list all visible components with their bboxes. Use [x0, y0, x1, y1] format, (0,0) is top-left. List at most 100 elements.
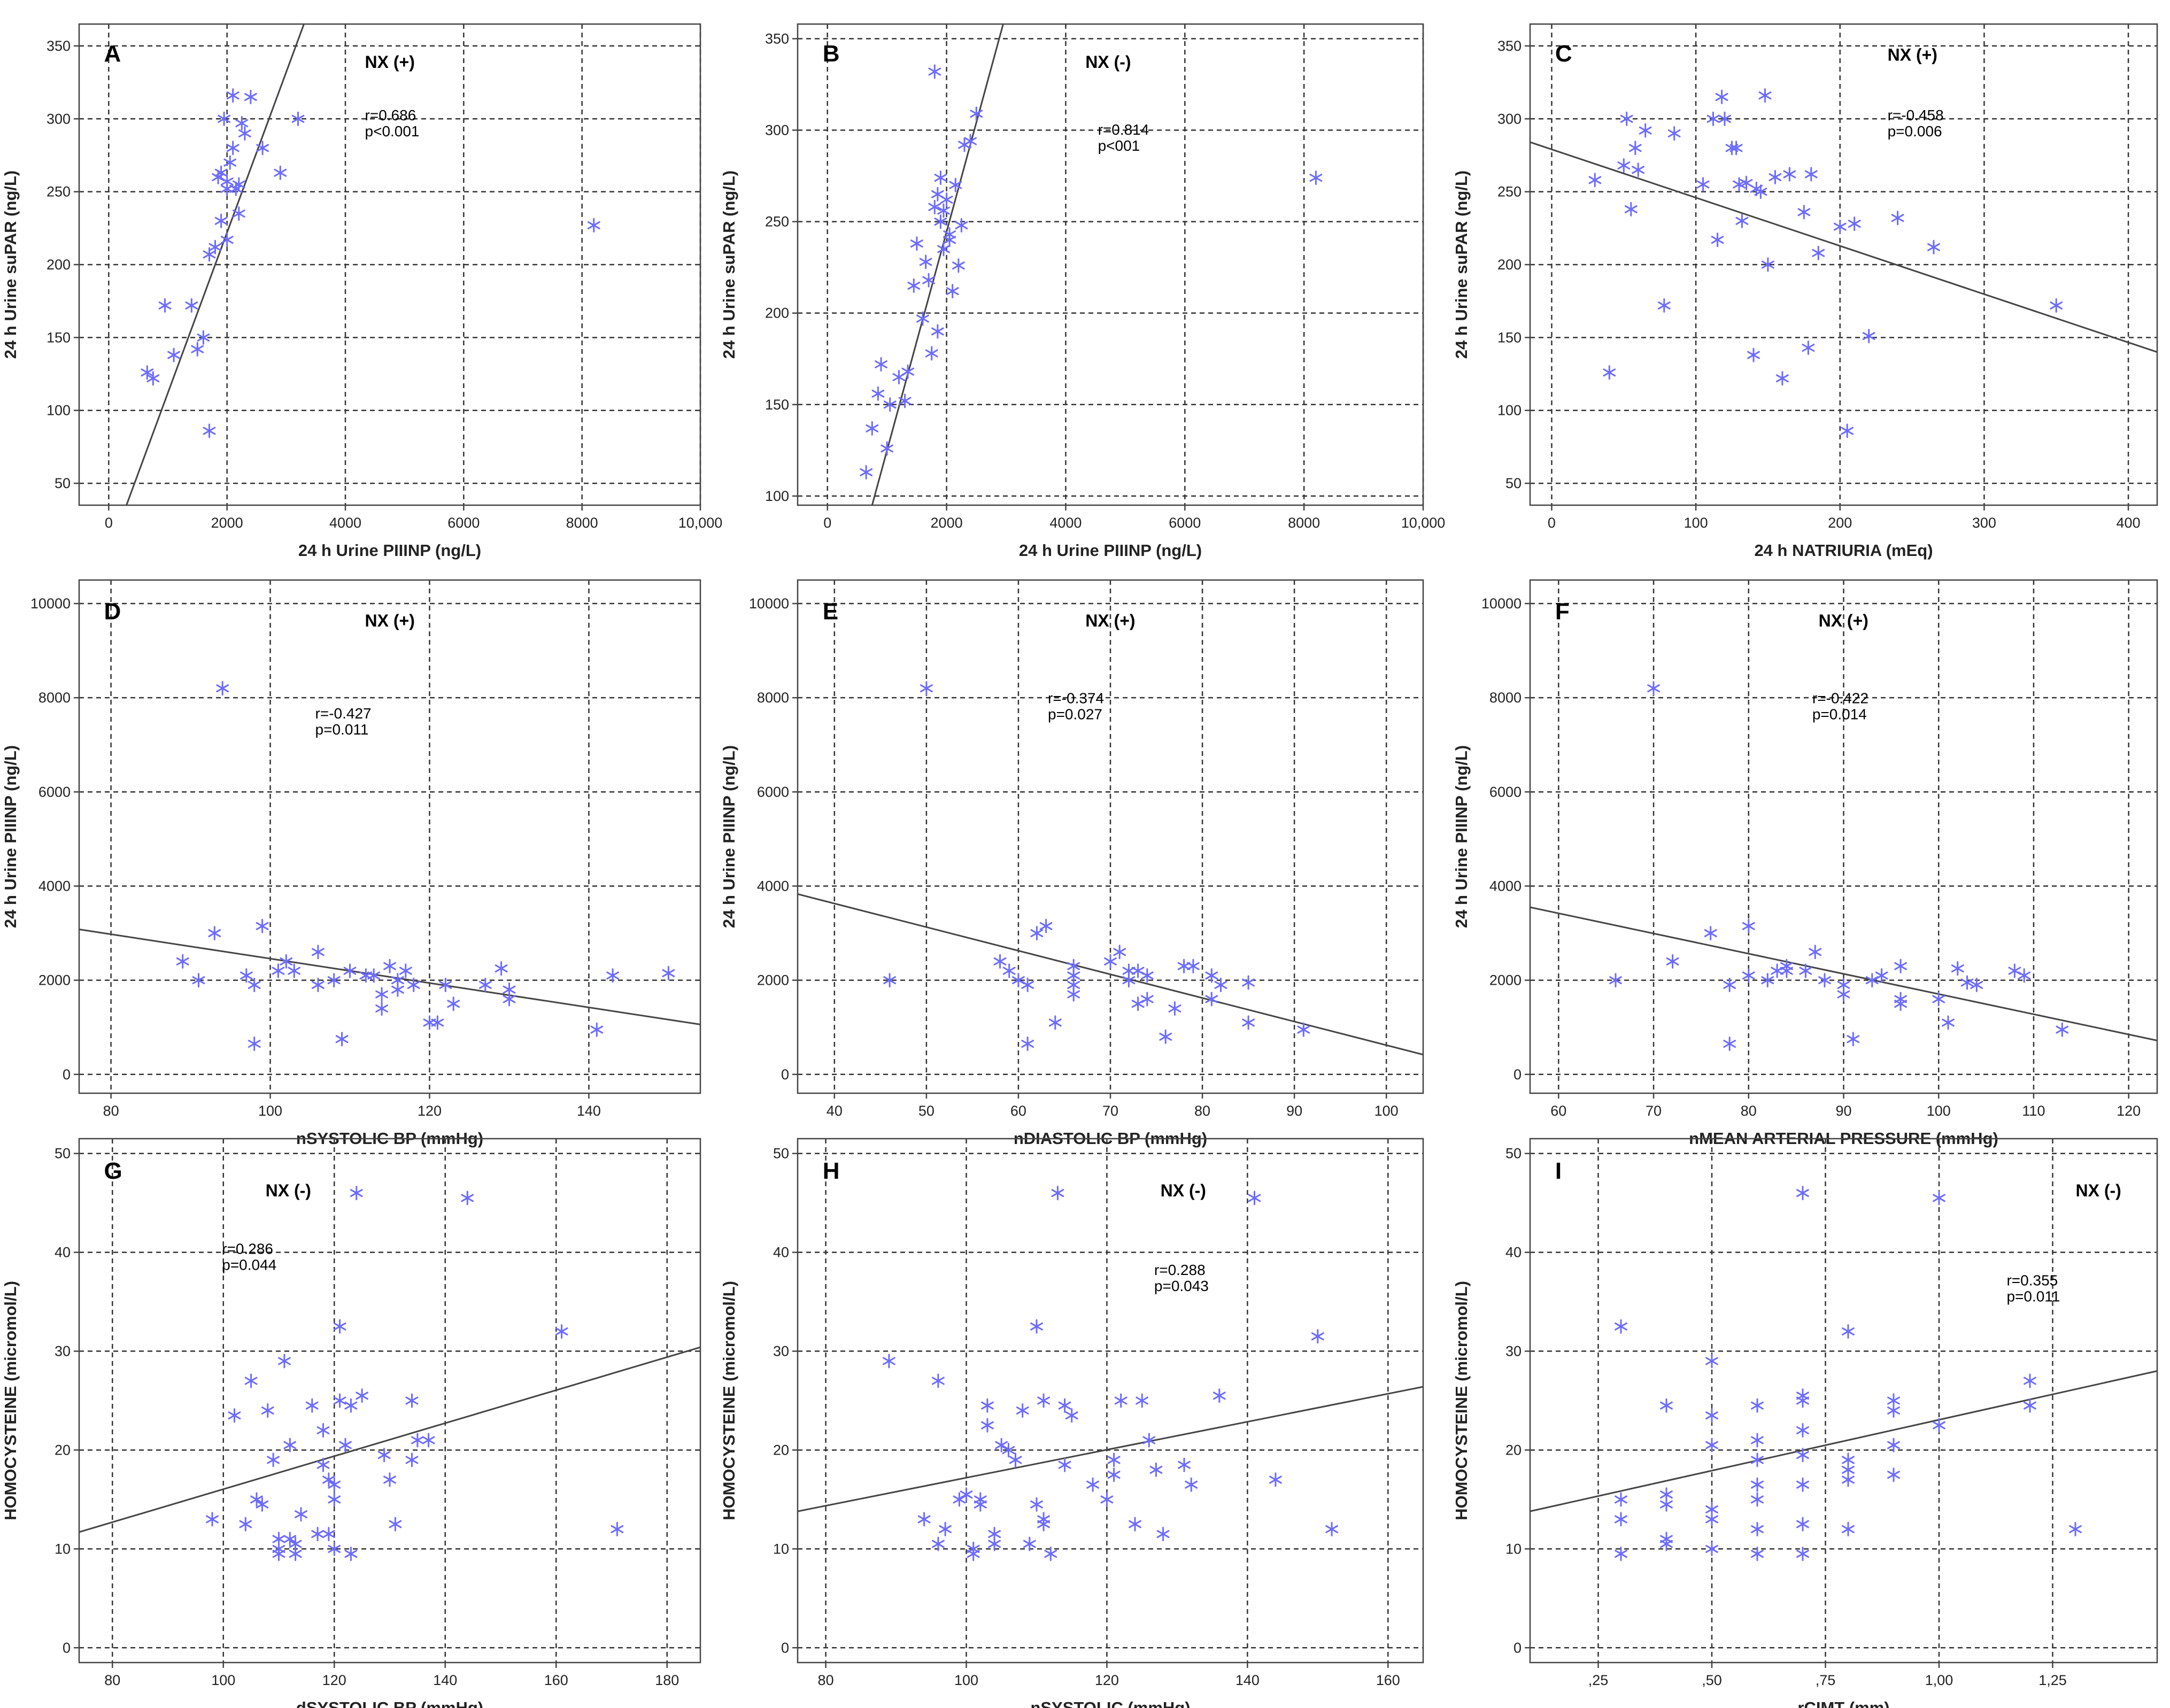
y-axis-title: HOMOCYSTEINE (micromol/L) — [1, 1281, 20, 1520]
data-point — [375, 1001, 388, 1016]
data-point — [1629, 141, 1642, 156]
data-point — [1802, 341, 1815, 355]
data-point — [1705, 1512, 1718, 1527]
y-tick-label: 0 — [781, 1640, 789, 1656]
data-point — [1058, 1457, 1071, 1472]
x-tick-label: 160 — [544, 1672, 568, 1688]
data-point — [344, 1547, 358, 1562]
data-point — [311, 1527, 324, 1542]
data-point — [1796, 1517, 1809, 1532]
correlation-r: r=-0.374 — [1048, 690, 1104, 706]
x-tick-label: 1,25 — [2038, 1672, 2067, 1688]
p-value: p=0.011 — [315, 721, 369, 738]
data-point — [1632, 163, 1645, 177]
x-tick-label: 70 — [1646, 1103, 1662, 1119]
panel-e: 40 50 60 70 80 90 1000200040006000800010000nDI… — [720, 579, 1424, 1148]
data-point — [1796, 1186, 1809, 1201]
x-tick-label: 120 — [1095, 1672, 1119, 1688]
x-tick-label: 4000 — [1049, 515, 1082, 531]
data-point — [322, 1527, 335, 1542]
data-point — [232, 177, 245, 192]
data-point — [1696, 177, 1710, 192]
data-point — [883, 973, 896, 988]
y-tick-label: 0 — [781, 1066, 789, 1083]
y-tick-label: 2000 — [38, 972, 71, 988]
data-point — [860, 465, 872, 480]
y-tick-label: 2000 — [757, 972, 789, 988]
data-point — [946, 284, 959, 299]
data-point — [274, 165, 287, 180]
data-point — [1894, 996, 1907, 1011]
data-point — [917, 1512, 931, 1527]
data-point — [1705, 1354, 1718, 1369]
y-tick-label: 0 — [1513, 1066, 1522, 1083]
x-tick-label: 100 — [211, 1672, 235, 1688]
data-point — [1796, 1547, 1809, 1562]
p-value: p=0.011 — [2006, 1288, 2060, 1304]
data-point — [1718, 111, 1731, 126]
data-point — [1058, 1398, 1071, 1413]
data-point — [955, 218, 968, 233]
data-point — [158, 298, 172, 313]
data-point — [383, 959, 396, 973]
panel-a: 0 2000 4000 6000 8000 10,000 50 100 150 200 250 300… — [1, 23, 722, 560]
data-point — [988, 1527, 1001, 1542]
data-point — [937, 203, 950, 218]
data-point — [1168, 1001, 1181, 1016]
y-tick-label: 150 — [1497, 329, 1522, 345]
data-point — [1159, 1029, 1172, 1044]
data-point — [399, 963, 412, 978]
data-point — [1783, 167, 1796, 182]
data-point — [503, 992, 516, 1007]
nx-label: NX (-) — [2076, 1181, 2121, 1200]
x-tick-label: 140 — [433, 1672, 457, 1688]
panel-d: 80 100 120 1400200040006000800010000nSYSTOL… — [1, 579, 701, 1148]
data-point — [1009, 1452, 1022, 1467]
data-point — [1114, 1393, 1128, 1408]
data-point — [1887, 1437, 1900, 1452]
data-point — [931, 324, 944, 339]
regression-line — [1530, 1370, 2157, 1512]
data-point — [405, 1393, 419, 1408]
x-tick-label: 180 — [655, 1672, 679, 1688]
data-point — [1667, 126, 1681, 141]
data-point — [1603, 365, 1616, 380]
data-point — [967, 1541, 980, 1556]
regression-line — [871, 24, 1004, 505]
data-point — [1862, 329, 1875, 344]
y-tick-label: 10 — [55, 1541, 71, 1557]
data-point — [350, 1186, 363, 1201]
data-point — [1309, 171, 1323, 185]
data-point — [662, 965, 675, 980]
panel-letter: H — [823, 1158, 840, 1184]
x-tick-label: 400 — [2117, 515, 2141, 531]
data-point — [1609, 973, 1622, 988]
data-point — [1804, 167, 1818, 182]
data-point — [1100, 1492, 1114, 1507]
y-tick-label: 200 — [765, 305, 789, 321]
data-point — [1704, 926, 1717, 941]
data-point — [1214, 977, 1227, 992]
panel-c: 0 100 200 300 400 50 100 150 200 250 300 350 24 h NA… — [1452, 23, 2158, 560]
data-point — [1021, 977, 1034, 992]
data-point — [377, 1448, 391, 1463]
nx-label: NX (-) — [1161, 1181, 1206, 1200]
x-tick-label: 140 — [577, 1103, 601, 1119]
data-point — [214, 213, 228, 228]
regression-line — [126, 24, 305, 505]
data-point — [2069, 1521, 2082, 1536]
nx-label: NX (+) — [1085, 611, 1135, 630]
plot-frame — [78, 1138, 701, 1664]
data-point — [272, 963, 285, 978]
x-tick-label: 0 — [1548, 515, 1556, 531]
regression-line — [79, 1346, 700, 1533]
data-point — [2008, 963, 2021, 978]
y-tick-label: 40 — [55, 1245, 71, 1261]
data-point — [555, 1324, 568, 1339]
data-point — [1729, 141, 1743, 156]
data-point — [2024, 1398, 2036, 1413]
correlation-r: r=0.814 — [1098, 121, 1149, 138]
plot-frame — [78, 579, 701, 1094]
data-point — [1847, 1032, 1860, 1047]
data-point — [1818, 973, 1831, 988]
